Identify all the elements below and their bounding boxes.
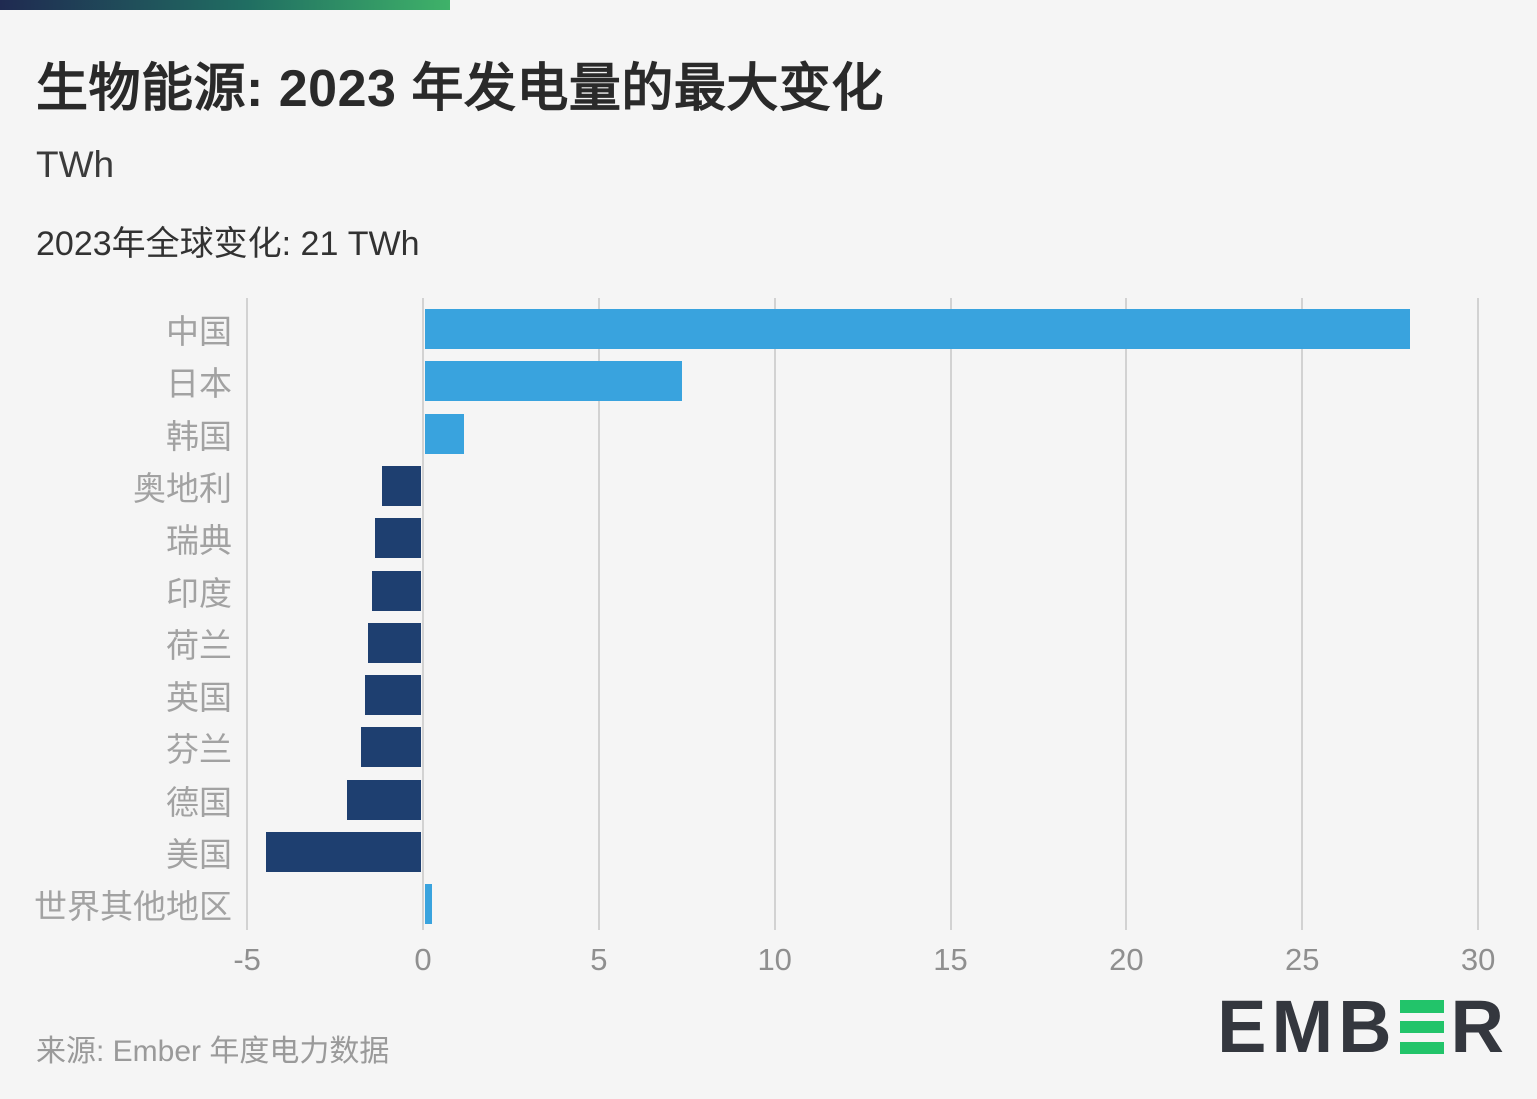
bar-negative — [368, 622, 421, 663]
bar-negative — [361, 727, 421, 768]
ember-logo: EMB R — [1217, 990, 1509, 1064]
category-label: 韩国 — [166, 417, 232, 455]
bar-positive — [425, 361, 682, 402]
bar-positive — [425, 309, 1410, 349]
category-label: 瑞典 — [166, 522, 232, 560]
x-tick-label: 20 — [1109, 942, 1144, 977]
bar-negative — [375, 518, 421, 559]
gridline-x-0 — [422, 298, 424, 930]
bar-negative — [364, 675, 421, 716]
category-label: 芬兰 — [166, 731, 232, 769]
category-label: 美国 — [166, 836, 232, 873]
x-tick-label: 30 — [1460, 942, 1496, 977]
gridline-x-20 — [1125, 298, 1128, 930]
gridline-x-10 — [773, 298, 776, 930]
gridline-x--5 — [246, 298, 249, 930]
category-label: 奥地利 — [133, 469, 232, 507]
x-tick-label: -5 — [233, 942, 261, 977]
gridline-x-15 — [949, 298, 952, 930]
source-note: 来源: Ember 年度电力数据 — [36, 1035, 390, 1068]
category-label: 德国 — [166, 783, 232, 821]
gridline-x-25 — [1301, 298, 1304, 930]
global-change-subtitle: 2023年全球变化: 21 TWh — [36, 225, 420, 263]
bar-positive — [425, 884, 433, 925]
bar-negative — [371, 570, 421, 611]
bar-negative — [382, 465, 421, 506]
category-label: 印度 — [166, 574, 232, 612]
logo-text-emb: EMB — [1217, 985, 1397, 1068]
category-label: 日本 — [166, 365, 232, 403]
gridline-x-5 — [597, 298, 600, 930]
x-tick-label: 15 — [933, 942, 968, 977]
logo-text-r: R — [1450, 985, 1509, 1068]
page-title: 生物能源: 2023 年发电量的最大变化 — [36, 60, 884, 118]
x-tick-label: 0 — [414, 942, 432, 977]
bar-negative — [266, 832, 421, 872]
axis-unit-label: TWh — [36, 144, 115, 185]
x-tick-label: 10 — [757, 942, 792, 977]
category-label: 英国 — [166, 679, 232, 717]
logo-green-e-icon — [1399, 1000, 1444, 1054]
x-tick-label: 5 — [590, 942, 608, 977]
x-tick-label: 25 — [1285, 942, 1320, 977]
brand-gradient-bar — [0, 0, 450, 10]
category-label: 荷兰 — [166, 626, 232, 664]
category-label: 中国 — [166, 313, 232, 350]
bar-negative — [347, 779, 421, 820]
bar-positive — [425, 413, 464, 454]
category-label: 世界其他地区 — [34, 888, 232, 926]
gridline-x-30 — [1477, 298, 1480, 930]
